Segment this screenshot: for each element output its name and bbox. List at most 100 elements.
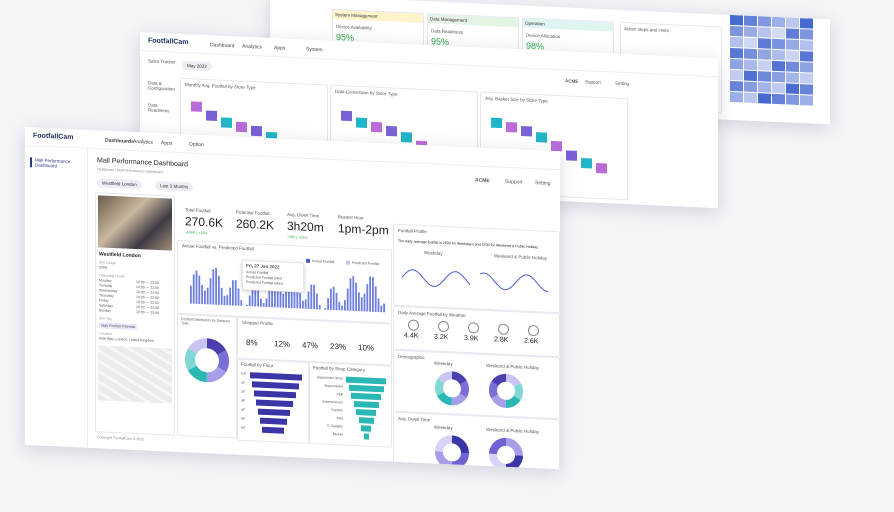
trend-bar bbox=[363, 293, 366, 312]
box bbox=[401, 131, 412, 143]
kpi-label: Potential Footfall bbox=[236, 209, 270, 217]
distance-card: Footfall Distribution by Distance Type bbox=[177, 313, 237, 439]
status-label: Data Readiness bbox=[431, 28, 464, 35]
trend-bar bbox=[218, 275, 220, 305]
heat-cell bbox=[786, 83, 799, 95]
trend-bar bbox=[313, 284, 315, 310]
profile-sub: Weekday bbox=[424, 250, 443, 256]
donut-segment bbox=[489, 437, 523, 470]
weather-card: Daily Average Footfall by Weather 4.4K 3.2… bbox=[393, 305, 560, 358]
trend-bar bbox=[223, 295, 226, 306]
trend-bar bbox=[332, 286, 335, 311]
store-card: Westfield London Site Usage 2008 Operating … bbox=[95, 192, 175, 436]
field-label: Location bbox=[99, 331, 113, 336]
field-value: 2008 bbox=[99, 265, 107, 270]
trend-bar bbox=[369, 276, 371, 312]
box bbox=[581, 157, 592, 169]
trend-bar bbox=[204, 290, 206, 305]
heat-cell bbox=[772, 82, 785, 94]
trend-bar bbox=[220, 287, 223, 305]
kpi-label: Avg. Dwell Time bbox=[287, 211, 320, 219]
heat-cell bbox=[744, 70, 757, 82]
heat-cell bbox=[758, 82, 771, 93]
trend-bar bbox=[338, 301, 341, 311]
donut-segment bbox=[435, 371, 469, 406]
status-label: Device Allocation bbox=[526, 32, 561, 40]
donut-segment bbox=[185, 338, 229, 383]
heat-cell bbox=[800, 62, 813, 73]
heat-cell bbox=[730, 91, 743, 103]
floor-card: Footfall by Floor GF 1F 2F 3F 4F 5F 6F bbox=[237, 358, 309, 444]
trend-bar bbox=[304, 299, 307, 309]
floor-bar bbox=[256, 399, 293, 408]
trend-bar bbox=[346, 288, 349, 311]
heat-cell bbox=[744, 48, 757, 60]
floor-label: 6F bbox=[241, 425, 246, 430]
trend-bar bbox=[374, 286, 377, 312]
footer: Copyright FootfallCam © 2022 bbox=[97, 435, 145, 442]
donut-segment bbox=[435, 435, 469, 470]
trend-bar bbox=[327, 298, 329, 310]
box bbox=[551, 140, 562, 152]
trend-bar bbox=[344, 300, 346, 311]
trend-bar bbox=[195, 270, 198, 304]
heat-cell bbox=[758, 16, 771, 27]
weather-value: 4.4K bbox=[404, 332, 419, 340]
trend-bar bbox=[310, 284, 313, 310]
box bbox=[356, 117, 367, 129]
heat-cell bbox=[744, 37, 757, 49]
trend-bar bbox=[226, 295, 229, 306]
account: ACME bbox=[475, 177, 490, 185]
donut-segment bbox=[185, 338, 229, 383]
box bbox=[506, 122, 517, 133]
heat-cell bbox=[730, 25, 743, 37]
heat-cell bbox=[800, 73, 813, 84]
chart-title: Daily Average Footfall by Weather bbox=[398, 309, 466, 319]
trend-bar bbox=[282, 293, 285, 308]
category-label: Beauty bbox=[332, 431, 343, 437]
kpi-label: Total Footfall bbox=[185, 207, 211, 214]
box bbox=[191, 101, 202, 112]
trend-bar bbox=[215, 267, 218, 305]
category-label: Kids bbox=[336, 416, 343, 421]
nav-item: Analytics bbox=[133, 138, 154, 146]
heat-cell bbox=[730, 80, 743, 92]
chart-title: Footfall Profile bbox=[398, 227, 427, 235]
trend-card: Actual Footfall vs. Predicted Footfall Ac… bbox=[177, 239, 392, 324]
sidebar-item: Sales Tracker bbox=[148, 58, 176, 65]
status-card-header: Operation bbox=[523, 18, 613, 32]
day: Sunday bbox=[99, 308, 111, 313]
day: Friday bbox=[99, 298, 109, 303]
trend-bar bbox=[237, 288, 240, 306]
trend-bar bbox=[335, 292, 338, 311]
front-dashboard: FootfallCam Dashboards Analytics Apps Option… bbox=[25, 127, 560, 470]
heat-cell bbox=[758, 27, 771, 38]
heat-cell bbox=[730, 69, 743, 81]
weather-value: 3.2K bbox=[434, 333, 449, 342]
dwell-card: Avg. Dwell Time Weekday Weekend & Public H… bbox=[393, 411, 560, 470]
heat-cell bbox=[758, 38, 771, 49]
nav-item: Apps bbox=[274, 45, 286, 52]
kpi-change: +38K | +22% bbox=[287, 234, 308, 240]
graphic bbox=[435, 371, 523, 408]
trend-bar bbox=[341, 305, 343, 311]
graphic bbox=[491, 117, 607, 174]
shopper-percent: 23% bbox=[330, 341, 347, 352]
trend-bar bbox=[299, 293, 301, 309]
shopper-card: Shopper Profile 8% 12% 47% 23% 10% bbox=[237, 316, 392, 366]
box bbox=[491, 117, 502, 129]
heat-cell bbox=[758, 60, 771, 71]
profile-sentence: The daily average footfall is 2500 for W… bbox=[398, 238, 539, 250]
weather-value: 2.8K bbox=[494, 336, 509, 344]
trend-bar bbox=[324, 308, 327, 310]
day: Tuesday bbox=[99, 283, 113, 288]
heat-cell bbox=[786, 72, 799, 84]
heat-cell bbox=[800, 51, 813, 62]
category-label: IT Gadgets bbox=[326, 423, 343, 429]
day: Wednesday bbox=[99, 288, 118, 294]
chart-title: Data Conversion by Store Type bbox=[335, 88, 398, 97]
box bbox=[521, 126, 532, 137]
category-bar bbox=[351, 392, 381, 401]
box bbox=[341, 110, 352, 122]
